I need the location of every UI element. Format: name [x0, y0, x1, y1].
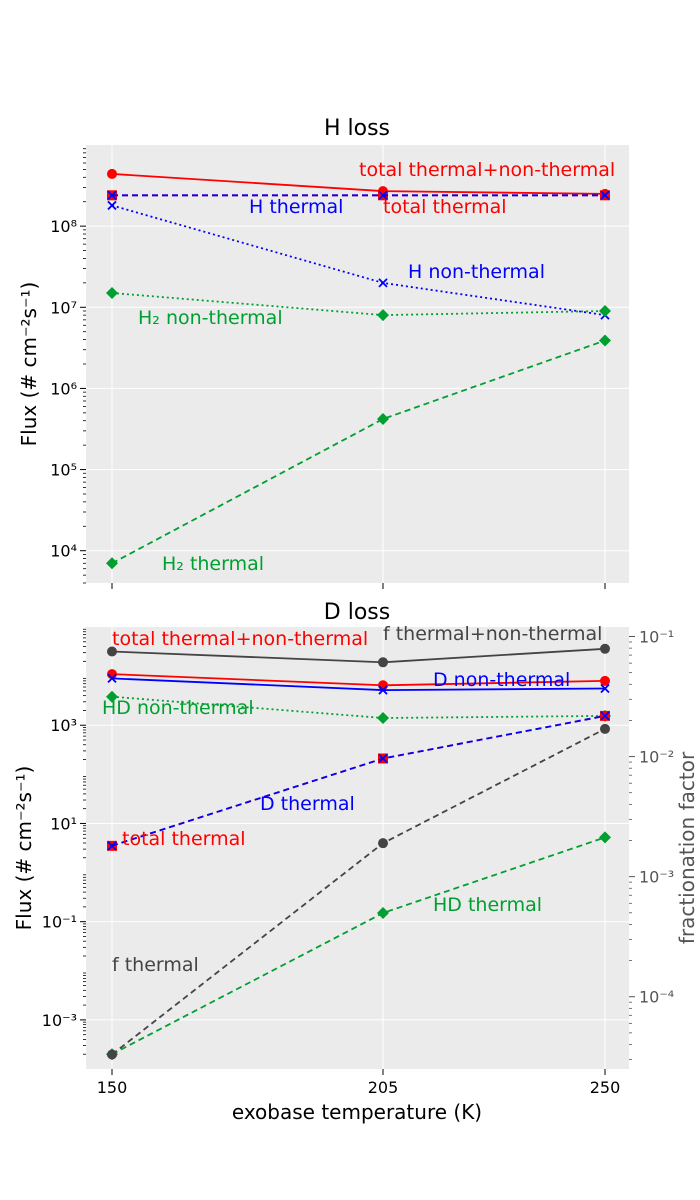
y-tick-label: 10³: [50, 716, 77, 735]
data-point-hd-thermal: [599, 831, 611, 844]
d-loss-axes: 10⁻³ 10⁻¹ 10¹ 10³ 10⁻⁴ 10⁻³ 10⁻² 10⁻¹ 150 205 250: [42, 628, 674, 1097]
h-loss-series: [106, 168, 611, 570]
y-tick-label: 10⁵: [50, 461, 77, 480]
series-line-h-thermal: [111, 339, 606, 565]
series-label-f-thermal: f thermal: [112, 954, 199, 976]
series-label-hd-thermal: HD thermal: [433, 894, 542, 916]
data-point-hd-non-thermal: [106, 690, 118, 703]
y-tick-label: 10⁻¹: [42, 913, 77, 932]
data-point-f-thermal: [378, 838, 388, 849]
data-point-h-thermal: [377, 412, 389, 425]
series-label-total-thermal: total thermal: [122, 828, 246, 850]
d-loss-title: D loss: [324, 600, 390, 625]
h-loss-panel: 10⁴ 10⁵ 10⁶ 10⁷ 10⁸ total thermal+non-therma…: [17, 116, 629, 589]
y-tick-label: 10⁸: [50, 217, 77, 236]
d-loss-plot-area: [86, 627, 629, 1069]
fractionation-factor-axis-label: fractionation factor: [675, 751, 699, 944]
data-point-h-non-thermal: [106, 286, 118, 299]
data-point-h-non-thermal: [377, 309, 389, 322]
data-point-d-thermal: [378, 753, 388, 764]
series-label-hd-non-thermal: HD non-thermal: [102, 697, 254, 719]
h-loss-title: H loss: [324, 116, 390, 141]
series-label-h-thermal: H thermal: [249, 196, 343, 218]
h-loss-y-axis-label: Flux (# cm⁻²s⁻¹): [17, 282, 41, 447]
data-point-d-thermal: [600, 711, 610, 721]
data-point-h-thermal: [600, 190, 610, 200]
data-point-d-non-thermal: [107, 673, 117, 683]
y-tick-label: 10⁶: [50, 379, 77, 398]
series-label-f-thermal-non-thermal: f thermal+non-thermal: [383, 623, 602, 645]
series-label-total-thermal-non-thermal: total thermal+non-thermal: [359, 159, 615, 181]
data-point-h-thermal: [378, 190, 388, 200]
h-loss-grid: [86, 145, 629, 583]
y2-tick-label: 10⁻⁴: [639, 988, 674, 1007]
series-label-h-non-thermal: H₂ non-thermal: [138, 307, 283, 329]
data-point-total-thermal-non-thermal: [600, 675, 610, 686]
series-label-h-non-thermal: H non-thermal: [408, 261, 545, 283]
data-point-h-thermal: [599, 334, 611, 347]
h-loss-plot-area: [86, 145, 629, 583]
d-loss-y-axis-label: Flux (# cm⁻²s⁻¹): [12, 766, 36, 931]
x-tick-label: 250: [590, 1078, 621, 1097]
data-point-d-non-thermal: [600, 683, 610, 694]
d-loss-series-labels: total thermal+non-thermal f thermal+non-t…: [102, 623, 602, 976]
x-tick-label: 150: [97, 1078, 128, 1097]
data-point-total-thermal-non-thermal: [107, 168, 117, 179]
x-axis-label: exobase temperature (K): [232, 1100, 482, 1124]
data-point-hd-non-thermal: [377, 712, 389, 725]
y-tick-label: 10⁷: [50, 298, 77, 317]
y2-tick-label: 10⁻¹: [639, 628, 674, 647]
h-loss-series-labels: total thermal+non-thermal total thermal H …: [138, 159, 615, 575]
data-point-f-thermal: [107, 1049, 117, 1060]
series-label-d-non-thermal: D non-thermal: [433, 669, 570, 691]
series-label-total-thermal-non-thermal: total thermal+non-thermal: [112, 628, 368, 650]
data-point-h-non-thermal: [378, 278, 388, 288]
data-point-hd-thermal: [377, 907, 389, 920]
data-point-h-non-thermal: [107, 200, 117, 211]
y-tick-label: 10⁴: [50, 542, 77, 561]
data-point-f-thermal-non-thermal: [378, 657, 388, 668]
data-point-d-non-thermal: [378, 685, 388, 695]
h-loss-axes: 10⁴ 10⁵ 10⁶ 10⁷ 10⁸: [50, 148, 606, 589]
data-point-f-thermal: [600, 723, 610, 734]
x-tick-label: 205: [368, 1078, 399, 1097]
y2-tick-label: 10⁻²: [639, 748, 674, 767]
y-tick-label: 10⁻³: [42, 1011, 77, 1030]
d-loss-series: [106, 643, 611, 1061]
data-point-h-non-thermal: [599, 304, 611, 317]
y-tick-label: 10¹: [50, 814, 77, 833]
y2-tick-label: 10⁻³: [639, 868, 674, 887]
data-point-f-thermal-non-thermal: [107, 646, 117, 657]
series-label-total-thermal: total thermal: [383, 196, 507, 218]
series-label-h-thermal: H₂ thermal: [162, 553, 264, 575]
data-point-h-thermal: [106, 557, 118, 570]
data-point-d-thermal: [107, 841, 117, 851]
data-point-h-thermal: [107, 190, 117, 200]
data-point-f-thermal-non-thermal: [600, 643, 610, 654]
series-label-d-thermal: D thermal: [260, 793, 355, 815]
